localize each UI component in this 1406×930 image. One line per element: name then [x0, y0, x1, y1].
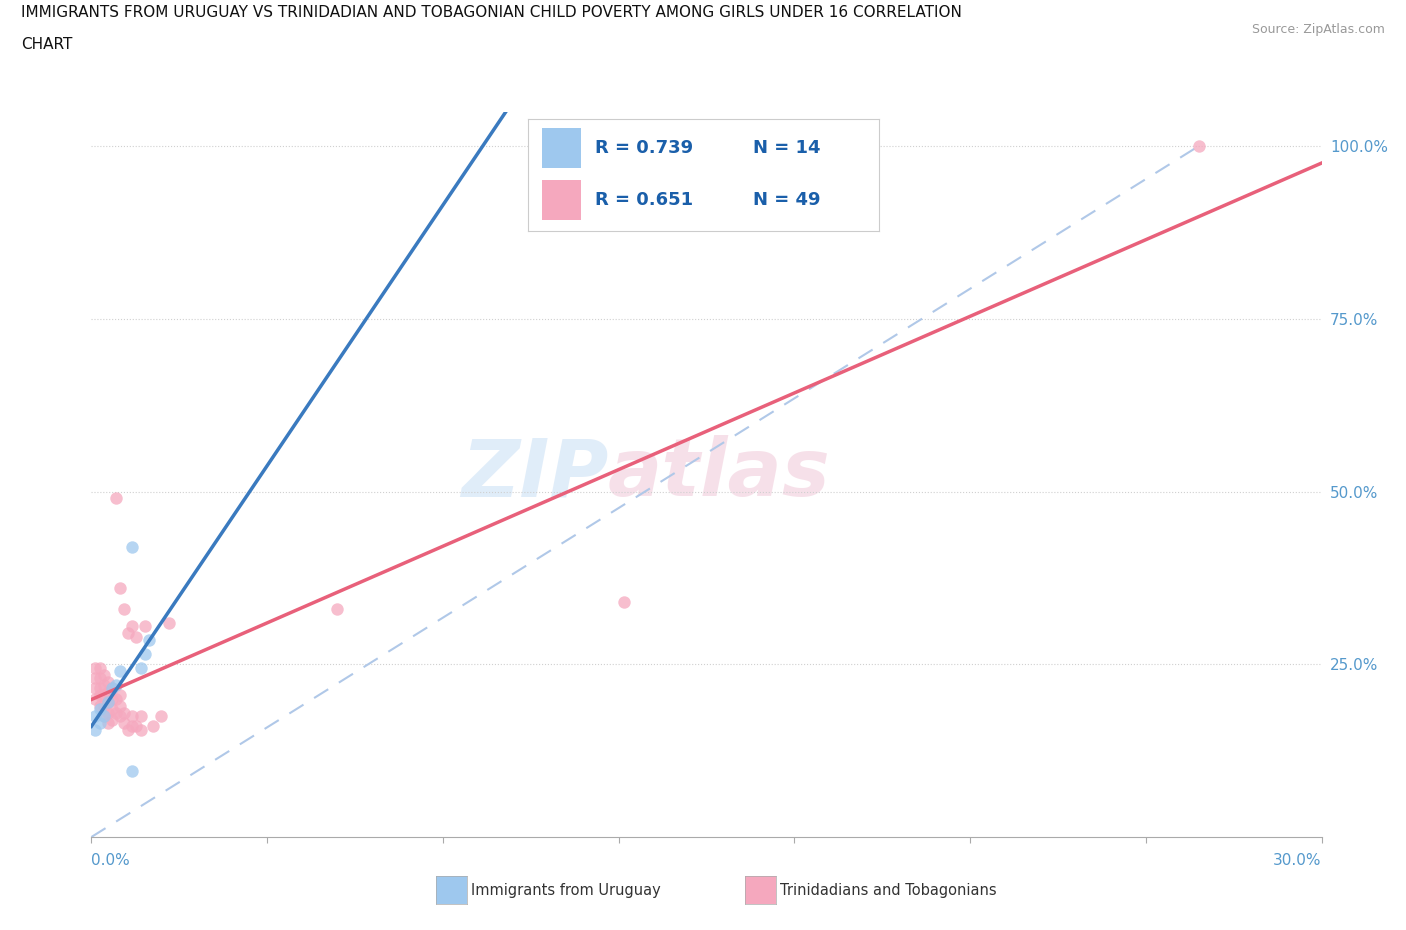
- Point: [129, 660, 152, 675]
- Point: [134, 618, 156, 633]
- Point: [105, 491, 127, 506]
- Point: [108, 664, 131, 679]
- Text: atlas: atlas: [607, 435, 831, 513]
- Point: [101, 691, 124, 706]
- Point: [89, 702, 111, 717]
- Point: [117, 723, 139, 737]
- Point: [121, 539, 143, 554]
- Point: [150, 709, 173, 724]
- Point: [89, 660, 111, 675]
- Point: [125, 630, 148, 644]
- Text: Trinidadians and Tobagonians: Trinidadians and Tobagonians: [780, 883, 997, 897]
- Point: [97, 705, 120, 720]
- Point: [101, 681, 124, 696]
- Point: [138, 632, 160, 647]
- Point: [93, 688, 115, 703]
- Point: [613, 594, 636, 609]
- Point: [108, 709, 131, 724]
- Point: [84, 681, 107, 696]
- Point: [97, 695, 120, 710]
- Point: [157, 616, 180, 631]
- Point: [1187, 139, 1209, 153]
- Text: 30.0%: 30.0%: [1274, 853, 1322, 868]
- Point: [97, 695, 120, 710]
- Point: [105, 691, 127, 706]
- Text: 0.0%: 0.0%: [91, 853, 131, 868]
- Point: [89, 688, 111, 703]
- Point: [84, 660, 107, 675]
- Point: [89, 715, 111, 730]
- Point: [112, 602, 135, 617]
- Point: [89, 681, 111, 696]
- Point: [89, 698, 111, 713]
- Point: [129, 709, 152, 724]
- Point: [121, 719, 143, 734]
- Point: [89, 671, 111, 685]
- Point: [93, 667, 115, 682]
- Text: IMMIGRANTS FROM URUGUAY VS TRINIDADIAN AND TOBAGONIAN CHILD POVERTY AMONG GIRLS : IMMIGRANTS FROM URUGUAY VS TRINIDADIAN A…: [21, 5, 962, 20]
- Point: [117, 626, 139, 641]
- Point: [84, 691, 107, 706]
- Point: [101, 681, 124, 696]
- Point: [97, 684, 120, 699]
- Text: Immigrants from Uruguay: Immigrants from Uruguay: [471, 883, 661, 897]
- Point: [93, 709, 115, 724]
- Point: [101, 702, 124, 717]
- Point: [97, 674, 120, 689]
- Point: [112, 705, 135, 720]
- Point: [108, 698, 131, 713]
- Point: [93, 709, 115, 724]
- Point: [134, 646, 156, 661]
- Point: [121, 764, 143, 778]
- Point: [84, 709, 107, 724]
- Point: [142, 719, 165, 734]
- Point: [326, 602, 349, 617]
- Point: [101, 712, 124, 727]
- Point: [112, 715, 135, 730]
- Point: [84, 671, 107, 685]
- Point: [84, 723, 107, 737]
- Point: [121, 709, 143, 724]
- Point: [125, 719, 148, 734]
- Text: ZIP: ZIP: [461, 435, 607, 513]
- Point: [93, 678, 115, 693]
- Text: Source: ZipAtlas.com: Source: ZipAtlas.com: [1251, 23, 1385, 36]
- Point: [129, 723, 152, 737]
- Point: [97, 715, 120, 730]
- Point: [108, 688, 131, 703]
- Point: [108, 581, 131, 596]
- Point: [105, 705, 127, 720]
- Point: [93, 698, 115, 713]
- Point: [105, 678, 127, 693]
- Point: [121, 618, 143, 633]
- Text: CHART: CHART: [21, 37, 73, 52]
